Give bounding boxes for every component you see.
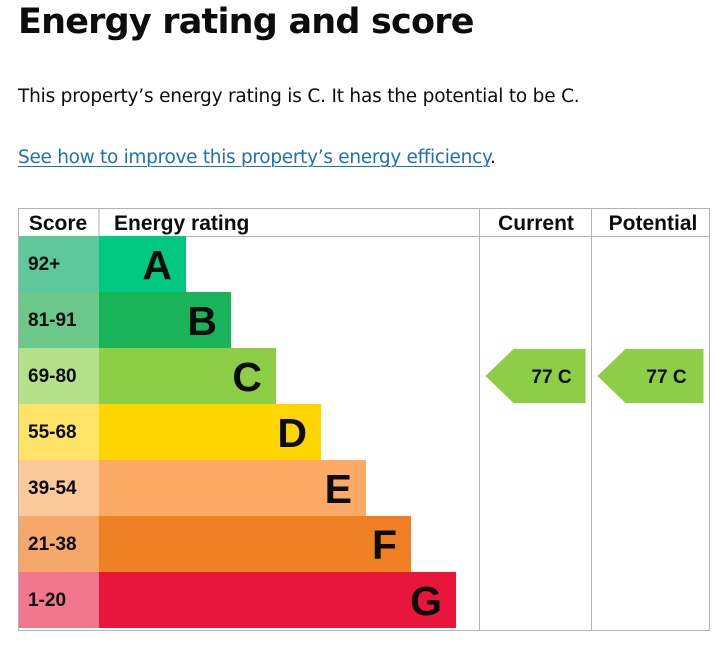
- score-range-g: 1-20: [28, 590, 66, 611]
- score-range-f: 21-38: [28, 534, 77, 555]
- score-range-b: 81-91: [28, 310, 77, 331]
- current-rating-label: 77 C: [531, 367, 571, 388]
- score-cell-e: [19, 460, 99, 516]
- rating-bar-g: [99, 572, 456, 628]
- score-cell-a: [19, 236, 99, 292]
- rating-letter-e: E: [325, 466, 352, 512]
- rating-bar-d: [99, 404, 321, 460]
- rating-letter-c: C: [232, 354, 262, 400]
- improve-efficiency-link[interactable]: See how to improve this property’s energ…: [18, 147, 490, 168]
- score-cell-c: [19, 348, 99, 404]
- current-rating-arrow: [485, 349, 586, 403]
- score-range-e: 39-54: [28, 478, 77, 499]
- rating-bar-f: [99, 516, 411, 572]
- potential-rating-label: 77 C: [646, 367, 686, 388]
- score-cell-g: [19, 572, 99, 628]
- score-cell-b: [19, 292, 99, 348]
- rating-bar-b: [99, 292, 231, 348]
- rating-letter-g: G: [410, 578, 442, 624]
- rating-letter-f: F: [372, 522, 397, 568]
- rating-bar-a: [99, 236, 186, 292]
- link-suffix: .: [489, 147, 496, 168]
- chart-frame: [18, 208, 710, 631]
- rating-summary: This property’s energy rating is C. It h…: [18, 86, 580, 107]
- potential-rating-arrow: [597, 349, 704, 403]
- rating-letter-b: B: [187, 298, 217, 344]
- rating-letter-a: A: [142, 242, 172, 288]
- page-title: Energy rating and score: [18, 2, 474, 42]
- header-energy-rating: Energy rating: [114, 212, 249, 235]
- header-score: Score: [29, 212, 87, 235]
- score-range-c: 69-80: [28, 366, 77, 387]
- score-range-a: 92+: [28, 254, 60, 275]
- header-current: Current: [498, 212, 574, 235]
- score-cell-d: [19, 404, 99, 460]
- rating-bar-e: [99, 460, 366, 516]
- header-potential: Potential: [609, 212, 698, 235]
- rating-letter-d: D: [277, 410, 307, 456]
- improve-link-paragraph: See how to improve this property’s energ…: [18, 147, 496, 168]
- rating-bar-c: [99, 348, 276, 404]
- score-range-d: 55-68: [28, 422, 77, 443]
- score-cell-f: [19, 516, 99, 572]
